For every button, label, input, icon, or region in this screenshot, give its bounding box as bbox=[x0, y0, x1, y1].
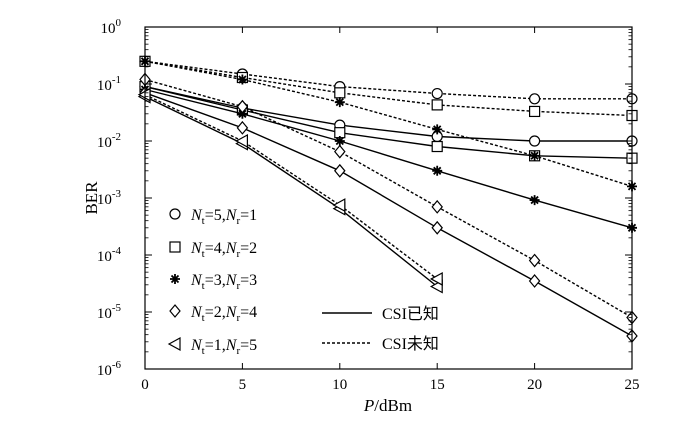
x-tick-label: 20 bbox=[527, 377, 542, 393]
legend-label: CSI已知 bbox=[382, 305, 439, 323]
data-point-diamond bbox=[431, 199, 443, 214]
data-point-star bbox=[334, 136, 345, 146]
data-point-diamond bbox=[528, 253, 541, 268]
x-axis-label: P/dBm bbox=[363, 396, 412, 415]
legend-label: Nt=3,Nr=3 bbox=[190, 272, 257, 292]
y-tick-label: 100 bbox=[101, 17, 122, 37]
data-point-diamond bbox=[334, 144, 346, 159]
x-axis-label-var: P bbox=[363, 396, 374, 415]
data-point-square bbox=[528, 105, 541, 118]
x-tick-label: 15 bbox=[430, 377, 445, 393]
legend-label: Nt=2,Nr=4 bbox=[190, 304, 257, 324]
data-point-triangle-left bbox=[235, 133, 248, 149]
series-nt-2-nr-4-csi- bbox=[139, 85, 638, 343]
data-point-diamond bbox=[431, 220, 443, 235]
data-point-star bbox=[237, 74, 248, 85]
data-point-square bbox=[431, 99, 443, 111]
data-point-diamond bbox=[236, 99, 249, 114]
data-point-diamond bbox=[528, 274, 541, 288]
legend-item-nt2-nr4: Nt=2,Nr=4 bbox=[169, 304, 257, 324]
y-tick-label: 10-5 bbox=[97, 302, 122, 322]
data-point-star bbox=[432, 124, 443, 135]
x-tick-label: 25 bbox=[625, 377, 640, 393]
legend-marker-circle bbox=[169, 208, 181, 220]
x-axis-label-unit: /dBm bbox=[374, 396, 412, 415]
legend-label: Nt=4,Nr=2 bbox=[190, 240, 257, 260]
series-line bbox=[144, 92, 633, 337]
series-line bbox=[144, 60, 632, 100]
series-line bbox=[144, 88, 633, 229]
data-point-circle bbox=[528, 135, 541, 147]
legend-label: Nt=5,Nr=1 bbox=[190, 207, 257, 227]
y-tick-label: 10-6 bbox=[97, 359, 122, 379]
series-line bbox=[144, 95, 438, 288]
series-line bbox=[144, 94, 438, 280]
series-line bbox=[144, 60, 633, 117]
legend-item-nt1-nr5: Nt=1,Nr=5 bbox=[167, 336, 257, 357]
legend-marker-star bbox=[170, 274, 180, 284]
y-axis-label: BER bbox=[82, 181, 101, 215]
data-point-star bbox=[529, 150, 540, 161]
legend-item-csi-known: CSI已知 bbox=[322, 305, 439, 323]
series-nt-5-nr-1-csi- bbox=[139, 81, 638, 147]
y-tick-label: 10-2 bbox=[97, 131, 121, 151]
legend-label: Nt=1,Nr=5 bbox=[190, 337, 257, 357]
series-nt-3-nr-3-csi- bbox=[140, 56, 637, 192]
series-nt-5-nr-1-csi- bbox=[139, 55, 638, 105]
data-point-circle bbox=[431, 87, 443, 100]
data-point-triangle-left bbox=[429, 271, 443, 286]
legend-item-nt3-nr3: Nt=3,Nr=3 bbox=[170, 272, 257, 292]
data-point-diamond bbox=[334, 163, 346, 178]
legend-marker-diamond bbox=[169, 304, 181, 318]
legend-marker-square bbox=[169, 241, 181, 253]
legend-item-nt5-nr1: Nt=5,Nr=1 bbox=[169, 207, 257, 227]
series-nt-1-nr-5-csi- bbox=[137, 87, 443, 286]
data-point-star bbox=[334, 97, 345, 108]
data-point-star bbox=[529, 195, 540, 206]
y-tick-label: 10-1 bbox=[97, 74, 121, 94]
series-line bbox=[144, 78, 633, 319]
data-point-square bbox=[431, 140, 443, 153]
legend-item-csi-unknown: CSI未知 bbox=[322, 335, 439, 353]
data-point-square bbox=[334, 87, 346, 99]
series-nt-4-nr-2-csi- bbox=[139, 55, 638, 122]
data-point-circle bbox=[528, 93, 541, 105]
x-tick-label: 10 bbox=[332, 377, 347, 393]
legend-label: CSI未知 bbox=[382, 335, 439, 353]
legend-marker-triangle-left bbox=[167, 336, 181, 352]
x-tick-label: 5 bbox=[239, 377, 247, 393]
series-line bbox=[144, 60, 633, 188]
data-point-star bbox=[237, 108, 248, 119]
data-point-star bbox=[432, 165, 443, 176]
series-line bbox=[144, 85, 632, 142]
series-nt-4-nr-2-csi- bbox=[139, 81, 638, 164]
data-point-diamond bbox=[236, 120, 249, 135]
data-point-triangle-left bbox=[332, 198, 346, 213]
y-tick-label: 10-3 bbox=[97, 188, 122, 208]
y-tick-label: 10-4 bbox=[97, 245, 122, 265]
legend-item-nt4-nr2: Nt=4,Nr=2 bbox=[169, 240, 257, 260]
x-tick-label: 0 bbox=[141, 377, 149, 393]
series-line bbox=[144, 85, 633, 159]
